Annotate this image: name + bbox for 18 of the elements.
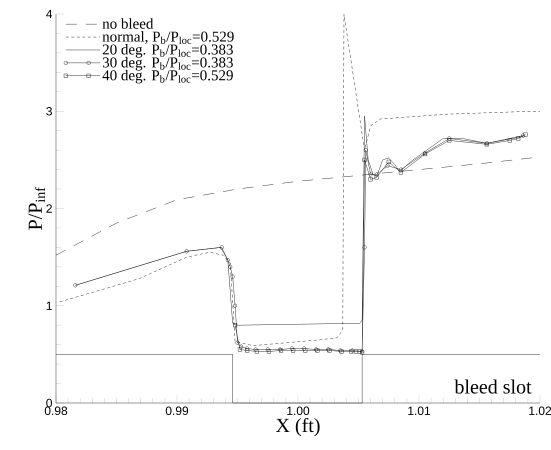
y-tick-label: 1 <box>46 302 52 310</box>
y-tick-label: 2 <box>46 204 52 213</box>
x-axis-title: X (ft) <box>276 418 320 436</box>
annotation: bleed slot <box>454 380 532 394</box>
legend-label: normal, P$_{b}$/P$_{loc}$=0.529 <box>102 31 234 44</box>
legend-label: no bleed <box>102 18 154 29</box>
x-tick-label: 1.01 <box>408 406 430 416</box>
x-tick-label: 0.98 <box>44 406 68 416</box>
x-tick-label: 1.00 <box>287 406 310 416</box>
y-tick-label: 4 <box>46 10 52 18</box>
x-tick-label: 0.99 <box>166 406 188 416</box>
y-tick-label: 0 <box>46 398 52 408</box>
legend-label: 40 deg. P$_{b}$/P$_{loc}$=0.529 <box>102 70 233 84</box>
y-tick-label: 3 <box>46 107 52 116</box>
legend-label: 20 deg. P$_{b}$/P$_{loc}$=0.383 <box>102 44 233 58</box>
legend-label: 30 deg. P$_{b}$/P$_{loc}$=0.383 <box>102 56 233 71</box>
x-tick-label: 1.02 <box>529 406 551 416</box>
y-axis-title: P/P$_{inf}$ <box>28 187 45 230</box>
